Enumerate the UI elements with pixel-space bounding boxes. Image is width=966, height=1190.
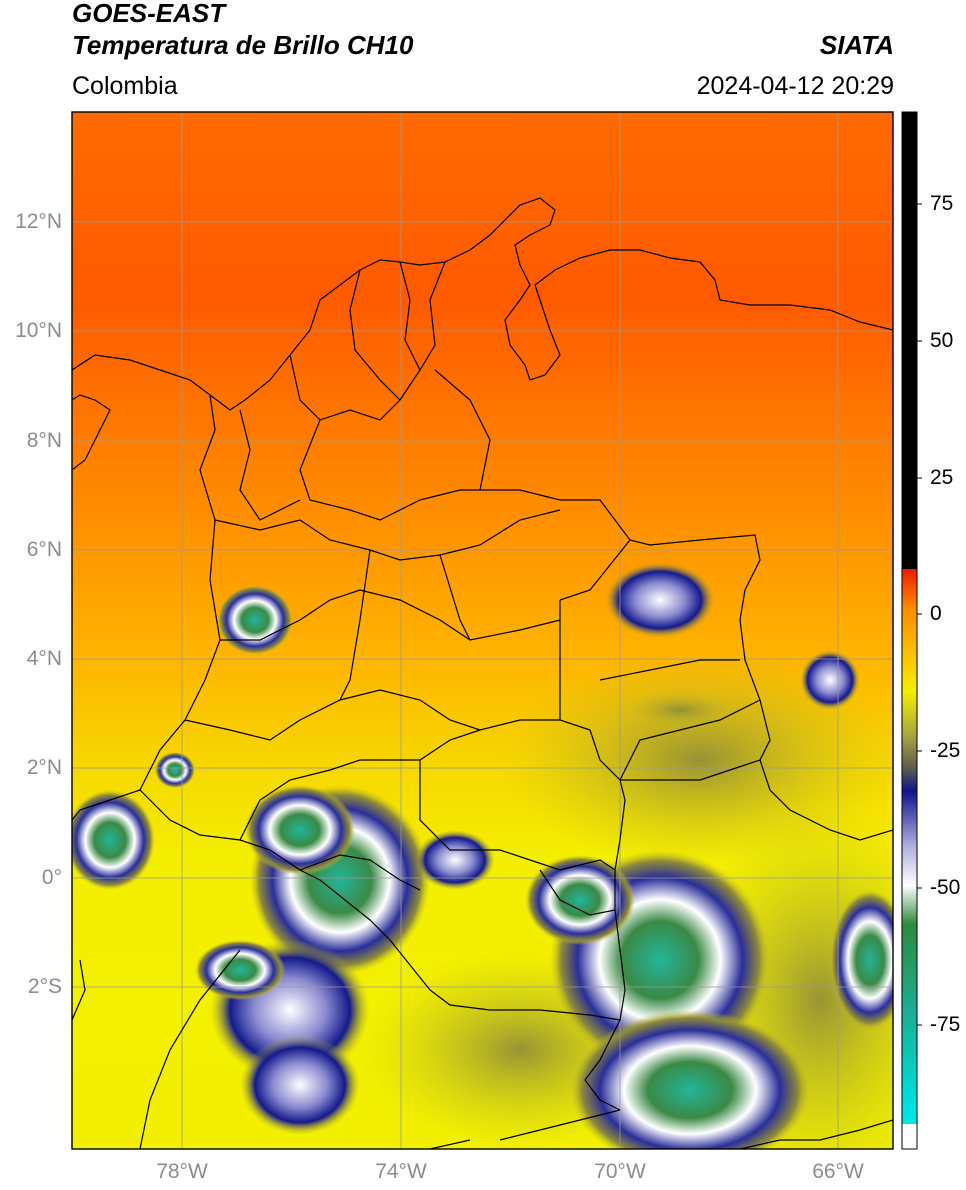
title-line-1: GOES-EAST: [72, 0, 226, 28]
colorbar-tick-label: 50: [930, 329, 954, 352]
colorbar-gradient: [902, 569, 917, 1124]
political-boundaries: [72, 197, 893, 1149]
lat-tick-label: 10°N: [15, 319, 62, 342]
lat-tick-label: 2°N: [26, 756, 62, 779]
colorbar-hot-segment: [902, 112, 917, 569]
colorbar-tick-label: 75: [930, 192, 954, 215]
lon-tick-label: 70°W: [594, 1160, 646, 1183]
colorbar-tick-label: -25: [930, 739, 961, 762]
colorbar-frame: [901, 111, 918, 1150]
datetime-label: 2024-04-12 20:29: [696, 72, 894, 100]
graticule: [72, 112, 893, 1149]
title-line-2: Temperatura de Brillo CH10: [72, 30, 414, 60]
colorbar: [901, 111, 922, 1150]
lat-tick-label: 2°S: [27, 975, 62, 998]
lon-tick-label: 78°W: [156, 1160, 208, 1183]
region-label: Colombia: [72, 72, 178, 100]
lat-tick-label: 6°N: [26, 538, 62, 561]
temperature-field: [72, 112, 893, 1149]
lon-tick-label: 74°W: [375, 1160, 427, 1183]
lat-tick-label: 0°: [41, 866, 62, 889]
map-frame: [71, 111, 894, 1150]
colorbar-min-segment: [902, 1124, 917, 1149]
lon-tick-label: 66°W: [812, 1160, 864, 1183]
lat-tick-label: 8°N: [26, 429, 62, 452]
colorbar-tick-label: 0: [930, 602, 942, 625]
colorbar-tick-label: -75: [930, 1013, 961, 1036]
source-label: SIATA: [819, 30, 894, 60]
colorbar-tick-label: -50: [930, 876, 961, 899]
lat-tick-label: 4°N: [26, 647, 62, 670]
lat-tick-label: 12°N: [15, 210, 62, 233]
colorbar-tick-label: 25: [930, 466, 954, 489]
